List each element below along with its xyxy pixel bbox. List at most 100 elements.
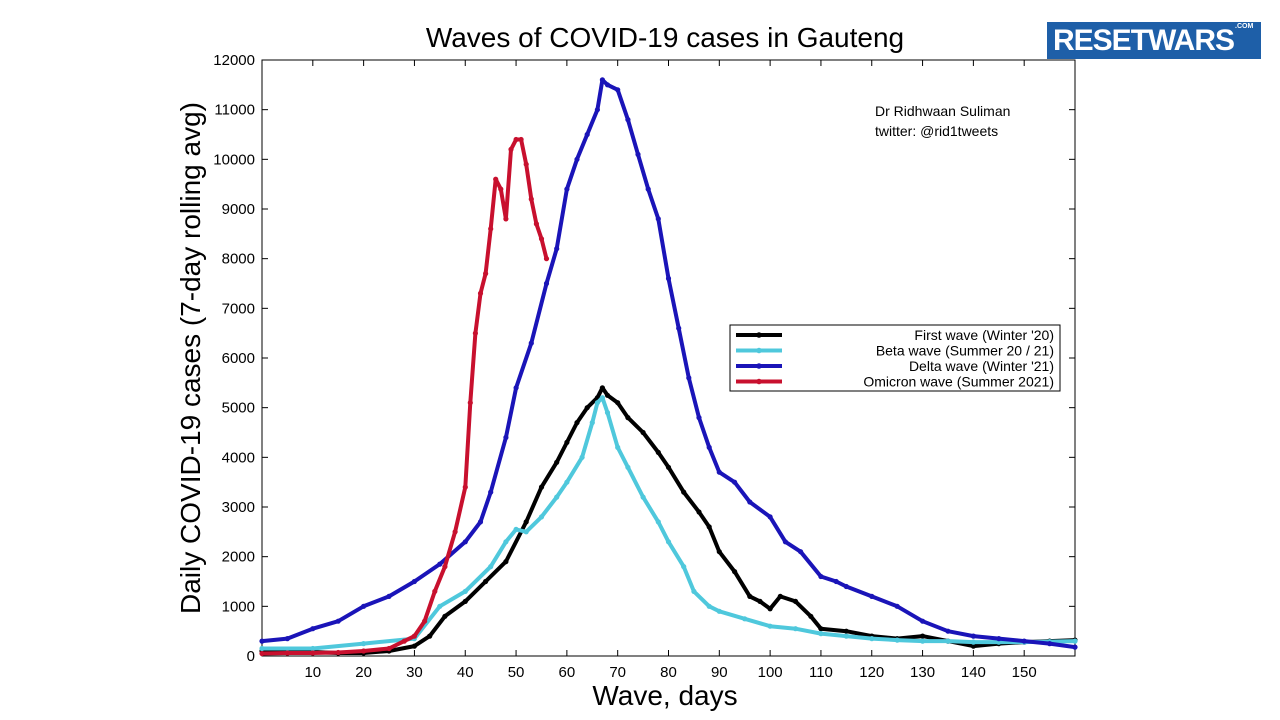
x-tick-label: 130 bbox=[910, 664, 935, 681]
series-2-point bbox=[767, 514, 773, 520]
x-tick-label: 10 bbox=[304, 664, 321, 681]
series-1-point bbox=[599, 395, 606, 401]
series-0-point bbox=[625, 415, 631, 421]
series-2-point bbox=[284, 636, 290, 642]
series-1-point bbox=[538, 514, 545, 520]
series-2-point bbox=[310, 626, 316, 632]
series-0-point bbox=[554, 459, 560, 465]
series-0-point bbox=[462, 598, 468, 605]
series-0-point bbox=[696, 509, 702, 515]
series-1-point bbox=[818, 631, 824, 637]
series-1-point bbox=[681, 564, 687, 570]
series-0-point bbox=[655, 449, 661, 455]
series-2-point bbox=[635, 151, 641, 157]
series-2-point bbox=[543, 280, 550, 287]
series-0-point bbox=[920, 633, 926, 639]
series-2-point bbox=[655, 216, 661, 222]
series-0-point bbox=[564, 439, 570, 445]
series-layer bbox=[259, 77, 1078, 657]
series-1-point bbox=[310, 645, 316, 652]
series-line-2 bbox=[260, 77, 1077, 650]
series-3-point bbox=[432, 588, 438, 595]
y-tick-label: 4000 bbox=[222, 449, 255, 466]
series-2-point bbox=[574, 156, 580, 162]
series-3-point bbox=[335, 649, 341, 656]
y-tick-label: 12000 bbox=[213, 52, 255, 69]
series-0-point bbox=[503, 559, 509, 565]
y-tick-label: 0 bbox=[247, 648, 255, 665]
series-2-point bbox=[604, 82, 611, 88]
y-tick-label: 2000 bbox=[222, 549, 255, 566]
series-0-point bbox=[665, 464, 672, 470]
y-tick-label: 3000 bbox=[222, 499, 255, 516]
series-3-point bbox=[310, 650, 316, 656]
x-tick-label: 120 bbox=[859, 664, 884, 681]
legend-marker-3 bbox=[756, 378, 762, 385]
series-2-point bbox=[594, 107, 601, 113]
x-tick-label: 20 bbox=[355, 664, 372, 681]
series-3-point bbox=[462, 484, 468, 490]
series-1-point bbox=[655, 519, 661, 525]
series-0-point bbox=[615, 400, 621, 406]
series-0-point bbox=[767, 606, 773, 612]
series-2-point bbox=[528, 340, 534, 346]
x-tick-label: 40 bbox=[457, 664, 474, 681]
legend-marker-1 bbox=[756, 347, 762, 354]
series-0-point bbox=[706, 524, 712, 530]
series-0-point bbox=[604, 392, 611, 398]
series-1-point bbox=[894, 637, 900, 643]
series-2-point bbox=[833, 578, 839, 585]
series-1-point bbox=[437, 603, 443, 609]
series-2-point bbox=[676, 325, 682, 331]
series-1-point bbox=[945, 638, 951, 644]
series-2-point bbox=[1072, 644, 1078, 650]
resetwars-logo: RESETWARS.COM bbox=[1047, 22, 1261, 59]
series-3-point bbox=[452, 529, 458, 535]
series-2-point bbox=[732, 479, 738, 485]
x-tick-label: 100 bbox=[758, 664, 783, 681]
series-line-0 bbox=[260, 385, 1077, 655]
series-0-point bbox=[538, 484, 545, 490]
series-3-point bbox=[483, 271, 489, 277]
series-1-point bbox=[594, 400, 601, 406]
series-1-point bbox=[488, 564, 494, 570]
series-3-point bbox=[533, 221, 540, 227]
series-3-point bbox=[422, 618, 428, 624]
series-3-point bbox=[523, 161, 529, 167]
series-0-point bbox=[681, 489, 687, 495]
series-1-point bbox=[920, 638, 926, 644]
twitter-annotation: twitter: @rid1tweets bbox=[875, 123, 998, 139]
series-0-point bbox=[599, 385, 606, 391]
series-0-point bbox=[970, 643, 977, 649]
logo-suffix: .COM bbox=[1235, 23, 1254, 30]
series-1-point bbox=[706, 603, 712, 609]
series-1-point bbox=[767, 623, 773, 629]
series-2-point bbox=[798, 549, 804, 555]
series-0-point bbox=[818, 626, 824, 632]
series-2-point bbox=[462, 539, 468, 545]
series-1-point bbox=[554, 494, 560, 500]
legend-label-0: First wave (Winter '20) bbox=[914, 327, 1054, 343]
y-tick-label: 10000 bbox=[213, 151, 255, 168]
legend-label-2: Delta wave (Winter '21) bbox=[909, 358, 1054, 374]
series-2-point bbox=[894, 603, 900, 609]
series-2-point bbox=[615, 87, 621, 93]
series-0-point bbox=[523, 519, 529, 525]
series-1-point bbox=[361, 641, 367, 647]
series-2-point bbox=[782, 539, 789, 545]
series-2-point bbox=[920, 618, 926, 624]
x-axis: 10 20 30 40 50 60 70 80 90 100 110 120 130 140 150 bbox=[304, 60, 1037, 681]
series-1-point bbox=[564, 479, 570, 485]
series-3-point bbox=[467, 400, 473, 406]
series-1-point bbox=[615, 444, 621, 450]
series-1-point bbox=[589, 420, 595, 426]
series-0-point bbox=[442, 613, 448, 619]
series-0-point bbox=[843, 628, 849, 634]
series-0-point bbox=[732, 569, 738, 575]
legend-label-1: Beta wave (Summer 20 / 21) bbox=[876, 343, 1054, 359]
series-2-point bbox=[335, 618, 341, 624]
series-3-point bbox=[538, 236, 545, 242]
series-3-point bbox=[543, 256, 550, 262]
legend-label-3: Omicron wave (Summer 2021) bbox=[863, 374, 1054, 390]
series-3-point bbox=[477, 290, 484, 296]
